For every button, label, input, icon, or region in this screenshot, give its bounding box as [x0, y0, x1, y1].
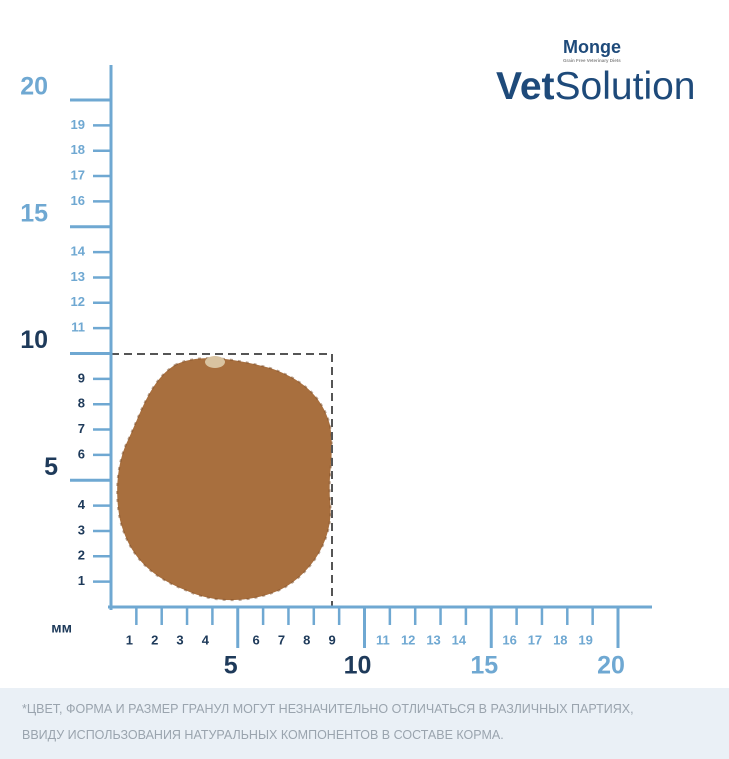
x-tick-label: 16	[502, 632, 516, 647]
y-major-label: 5	[44, 453, 58, 481]
footnote-line: *ЦВЕТ, ФОРМА И РАЗМЕР ГРАНУЛ МОГУТ НЕЗНА…	[22, 702, 634, 716]
product-bold: Vet	[496, 65, 555, 108]
unit-label: мм	[51, 620, 72, 636]
kibble-texture	[116, 357, 333, 602]
y-major-label: 20	[20, 73, 48, 101]
x-tick-label: 8	[303, 632, 310, 647]
y-tick-label: 4	[78, 497, 86, 512]
x-major-label: 20	[597, 652, 625, 680]
y-tick-label: 8	[78, 396, 85, 411]
y-tick-label: 1	[78, 573, 85, 588]
y-major-label: 15	[20, 199, 48, 227]
x-tick-label: 2	[151, 632, 158, 647]
footnote-line: ВВИДУ ИСПОЛЬЗОВАНИЯ НАТУРАЛЬНЫХ КОМПОНЕН…	[22, 728, 504, 742]
x-tick-label: 12	[401, 632, 415, 647]
product-light: Solution	[555, 65, 696, 108]
y-tick-label: 18	[71, 142, 85, 157]
x-tick-label: 3	[176, 632, 183, 647]
x-major-label: 15	[470, 652, 498, 680]
x-tick-label: 17	[528, 632, 542, 647]
y-tick-label: 17	[71, 167, 85, 182]
y-tick-label: 9	[78, 370, 85, 385]
y-tick-label: 12	[71, 294, 85, 309]
kibble-highlight	[205, 356, 225, 368]
x-tick-label: 14	[452, 632, 467, 647]
y-tick-label: 13	[71, 269, 85, 284]
y-tick-label: 2	[78, 548, 85, 563]
y-tick-label: 19	[71, 117, 85, 132]
y-tick-label: 6	[78, 446, 85, 461]
x-tick-label: 9	[329, 632, 336, 647]
ruler-diagram: Monge Grain Free Veterinary Diets VetSol…	[20, 37, 695, 680]
x-tick-label: 11	[376, 632, 390, 647]
y-major-label: 10	[20, 326, 48, 354]
brand-name: Monge	[563, 37, 621, 57]
size-box	[111, 353, 333, 607]
x-tick-label: 19	[578, 632, 592, 647]
footnote: *ЦВЕТ, ФОРМА И РАЗМЕР ГРАНУЛ МОГУТ НЕЗНА…	[0, 688, 729, 759]
product-name: VetSolution	[496, 65, 695, 108]
y-tick-label: 16	[71, 193, 85, 208]
x-tick-label: 1	[126, 632, 133, 647]
x-tick-label: 7	[278, 632, 285, 647]
y-tick-label: 3	[78, 522, 85, 537]
brand-tagline: Grain Free Veterinary Diets	[563, 58, 621, 63]
kibble-shape	[117, 358, 332, 601]
x-tick-label: 6	[252, 632, 259, 647]
x-major-label: 10	[344, 652, 372, 680]
y-tick-label: 11	[71, 320, 85, 335]
x-major-label: 5	[224, 652, 238, 680]
x-tick-label: 18	[553, 632, 567, 647]
y-tick-label: 14	[71, 244, 86, 259]
x-tick-label: 13	[426, 632, 440, 647]
y-tick-label: 7	[78, 421, 85, 436]
kibble	[116, 356, 333, 602]
x-tick-label: 4	[202, 632, 210, 647]
